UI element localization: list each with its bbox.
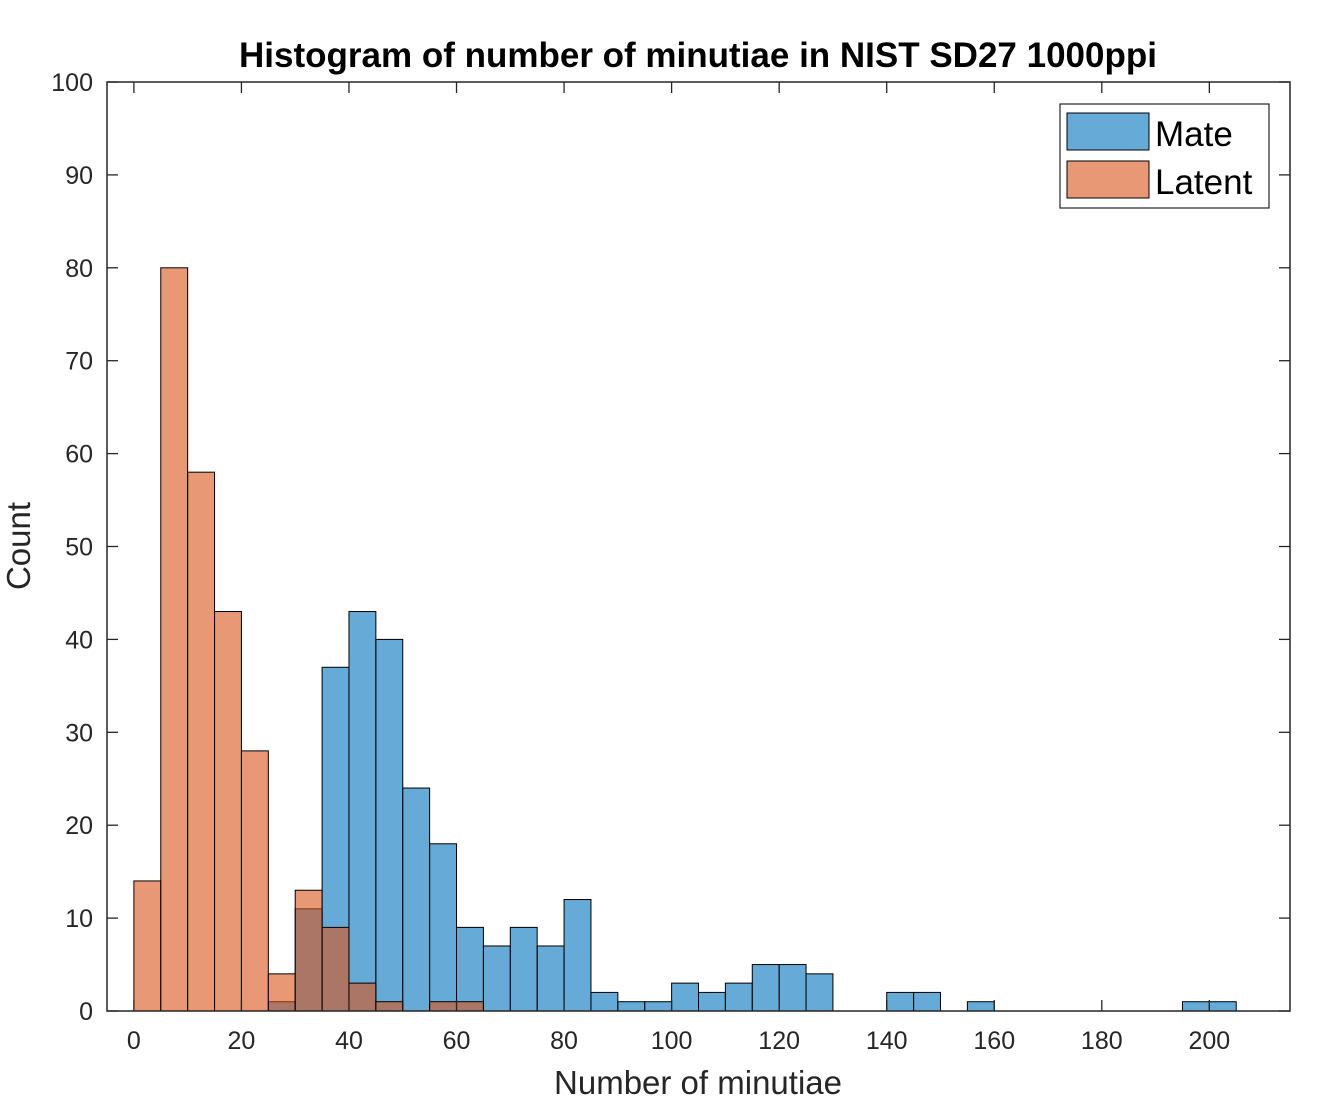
mate-bar-50: [402, 787, 431, 1012]
x-tick-label: 80: [550, 1027, 578, 1055]
latent-bar-45: [375, 1001, 404, 1012]
x-axis-label: Number of minutiae: [554, 1064, 842, 1101]
latent-bar-10: [187, 471, 216, 1012]
y-tick-label: 20: [65, 812, 93, 840]
y-tick-label: 40: [65, 626, 93, 654]
y-tick-label: 60: [65, 441, 93, 469]
latent-bar-5: [160, 267, 189, 1012]
x-axis-ticks: 0 20 40 60 80 100 120 140 160 180 200: [127, 82, 1230, 1055]
legend-label-mate: Mate: [1155, 115, 1233, 154]
mate-bar-65: [482, 945, 511, 1012]
y-tick-label: 10: [65, 905, 93, 933]
mate-bar-75: [536, 945, 565, 1012]
x-tick-label: 0: [127, 1027, 141, 1055]
mate-bar-145: [913, 991, 941, 1012]
y-tick-label: 100: [51, 69, 93, 97]
y-tick-label: 0: [79, 998, 93, 1026]
latent-bar-60: [456, 1001, 484, 1012]
mate-bar-155: [966, 1001, 995, 1012]
y-axis-label: Count: [0, 502, 37, 590]
legend[interactable]: Mate Latent: [1059, 103, 1270, 209]
mate-bar-140: [886, 991, 915, 1012]
x-tick-label: 180: [1081, 1027, 1123, 1055]
mate-bar-80: [563, 899, 592, 1012]
mate-bar-45: [375, 638, 404, 1012]
mate-bar-110: [724, 982, 753, 1012]
latent-bars: [133, 267, 484, 1012]
x-tick-label: 140: [866, 1027, 908, 1055]
legend-swatch-mate: [1066, 112, 1150, 151]
latent-bar-20: [240, 750, 269, 1012]
y-tick-label: 70: [65, 348, 93, 376]
mate-bar-90: [617, 1001, 646, 1012]
legend-swatch-latent: [1066, 160, 1150, 199]
mate-bar-55: [429, 843, 458, 1012]
plot-area: [107, 82, 1290, 1011]
mate-bar-125: [805, 973, 834, 1012]
legend-label-latent: Latent: [1155, 163, 1253, 202]
x-tick-label: 160: [973, 1027, 1015, 1055]
latent-bar-40: [348, 982, 377, 1012]
mate-bar-195: [1181, 1001, 1210, 1012]
mate-bar-40: [348, 611, 377, 1012]
y-tick-label: 90: [65, 162, 93, 190]
mate-bar-115: [751, 964, 780, 1012]
latent-bar-15: [214, 611, 242, 1012]
x-tick-label: 20: [228, 1027, 256, 1055]
y-tick-label: 30: [65, 719, 93, 747]
latent-bar-35: [321, 926, 350, 1012]
x-tick-label: 40: [335, 1027, 363, 1055]
latent-bar-0: [133, 880, 162, 1012]
mate-bar-200: [1208, 1001, 1237, 1012]
y-tick-label: 80: [65, 255, 93, 283]
latent-bar-55: [429, 1001, 458, 1012]
mate-bar-120: [778, 964, 807, 1012]
x-tick-label: 120: [758, 1027, 800, 1055]
latent-bar-25: [267, 973, 296, 1012]
x-tick-label: 200: [1188, 1027, 1230, 1055]
chart-title: Histogram of number of minutiae in NIST …: [239, 36, 1157, 75]
mate-bar-60: [456, 926, 484, 1012]
y-tick-label: 50: [65, 534, 93, 562]
x-tick-label: 100: [651, 1027, 693, 1055]
x-tick-label: 60: [443, 1027, 471, 1055]
mate-bar-70: [509, 926, 538, 1012]
latent-bar-30: [294, 889, 323, 1012]
y-axis-ticks: 0 10 20 30 40 50 60 70 80 90 100: [51, 69, 1290, 1026]
mate-bar-105: [698, 991, 726, 1012]
mate-bar-95: [644, 1001, 673, 1012]
mate-bar-85: [590, 991, 619, 1012]
mate-bar-100: [671, 982, 700, 1012]
